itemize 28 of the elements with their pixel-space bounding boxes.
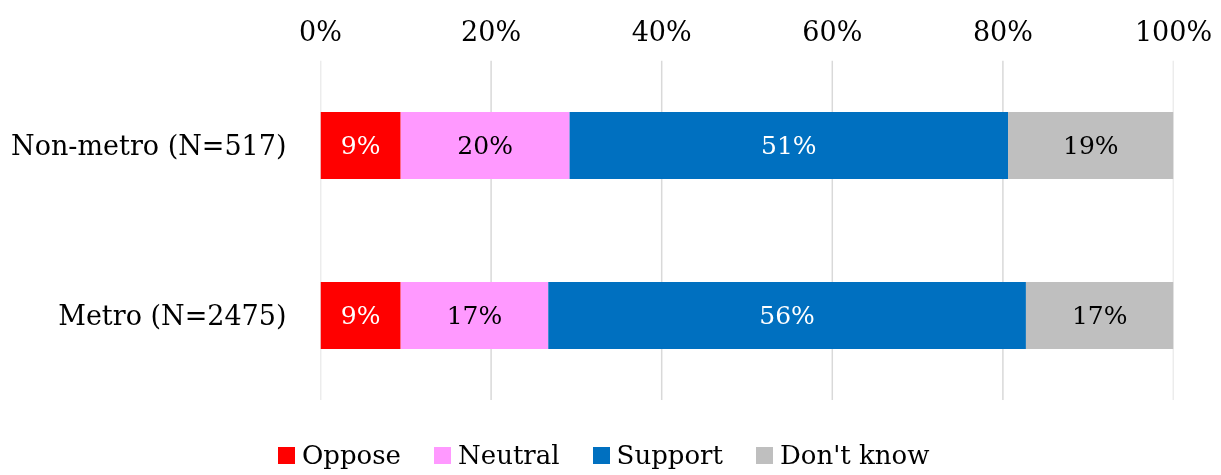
x-tick-label: 80% xyxy=(972,15,1033,47)
bar xyxy=(400,282,549,349)
data-label: 9% xyxy=(340,131,381,160)
data-label: 17% xyxy=(1071,301,1128,330)
bar xyxy=(400,112,570,179)
bar xyxy=(548,282,1026,349)
y-tick-label: Non-metro (N=517) xyxy=(11,130,287,161)
data-label: 9% xyxy=(340,301,381,330)
x-tick-label: 20% xyxy=(461,15,522,47)
data-label: 56% xyxy=(759,301,815,330)
x-tick-label: 60% xyxy=(802,15,863,47)
y-tick-label: Metro (N=2475) xyxy=(58,300,287,331)
data-label: 19% xyxy=(1062,131,1119,160)
x-tick-label: 100% xyxy=(1134,15,1213,47)
bar xyxy=(1008,112,1174,179)
legend-label: Don't know xyxy=(779,440,930,470)
bar xyxy=(569,112,1009,179)
data-label: 17% xyxy=(446,301,503,330)
bar xyxy=(1025,282,1174,349)
x-tick-label: 40% xyxy=(631,15,692,47)
legend-label: Support xyxy=(616,440,723,470)
bar xyxy=(320,282,401,349)
data-label: 20% xyxy=(457,131,513,160)
data-label: 51% xyxy=(761,131,817,160)
x-tick-label: 0% xyxy=(299,15,342,47)
legend-label: Oppose xyxy=(302,440,401,470)
bar xyxy=(320,112,401,179)
legend-label: Neutral xyxy=(458,440,560,470)
